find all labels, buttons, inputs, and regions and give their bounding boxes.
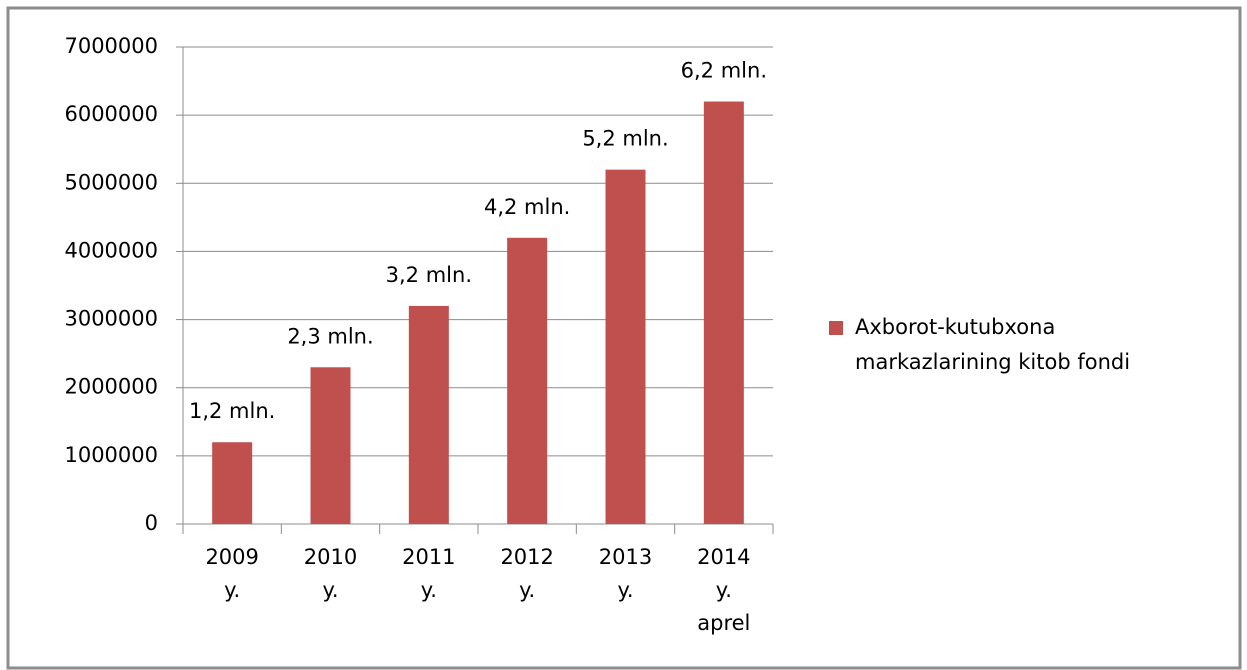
- x-tick-label: 2009: [205, 545, 258, 569]
- y-tick-label: 6000000: [64, 102, 158, 126]
- y-tick-label: 5000000: [64, 170, 158, 194]
- x-tick-label: y.: [716, 578, 732, 602]
- x-tick-label: y.: [519, 578, 535, 602]
- data-label: 3,2 mln.: [386, 263, 472, 287]
- bar: [310, 367, 351, 524]
- x-tick-label: y.: [421, 578, 437, 602]
- y-tick-label: 4000000: [64, 238, 158, 262]
- bar: [408, 305, 449, 524]
- y-tick-label: 0: [145, 511, 158, 535]
- data-label: 2,3 mln.: [287, 324, 373, 348]
- x-tick-label: 2012: [500, 545, 553, 569]
- x-tick-label: 2011: [402, 545, 455, 569]
- legend-label: Axborot-kutubxona markazlarining kitob f…: [855, 315, 1131, 374]
- x-tick-label: 2013: [599, 545, 652, 569]
- data-label: 1,2 mln.: [189, 399, 275, 423]
- x-tick-label: aprel: [697, 611, 750, 635]
- y-tick-label: 2000000: [64, 375, 158, 399]
- data-label: 6,2 mln.: [681, 59, 767, 83]
- x-tick-label: y.: [224, 578, 240, 602]
- bar: [703, 101, 744, 524]
- x-tick-label: 2014: [697, 545, 750, 569]
- legend-swatch: [829, 321, 843, 335]
- data-label: 5,2 mln.: [582, 127, 668, 151]
- chart-frame: [6, 6, 1242, 670]
- legend: Axborot-kutubxona markazlarining kitob f…: [829, 310, 1159, 380]
- x-tick-label: y.: [322, 578, 338, 602]
- bar: [507, 237, 548, 525]
- x-tick-label: 2010: [304, 545, 357, 569]
- y-tick-label: 3000000: [64, 307, 158, 331]
- bar: [212, 442, 253, 524]
- bar: [605, 169, 646, 524]
- y-tick-label: 1000000: [64, 443, 158, 467]
- data-label: 4,2 mln.: [484, 195, 570, 219]
- x-tick-label: y.: [617, 578, 633, 602]
- y-tick-label: 7000000: [64, 34, 158, 58]
